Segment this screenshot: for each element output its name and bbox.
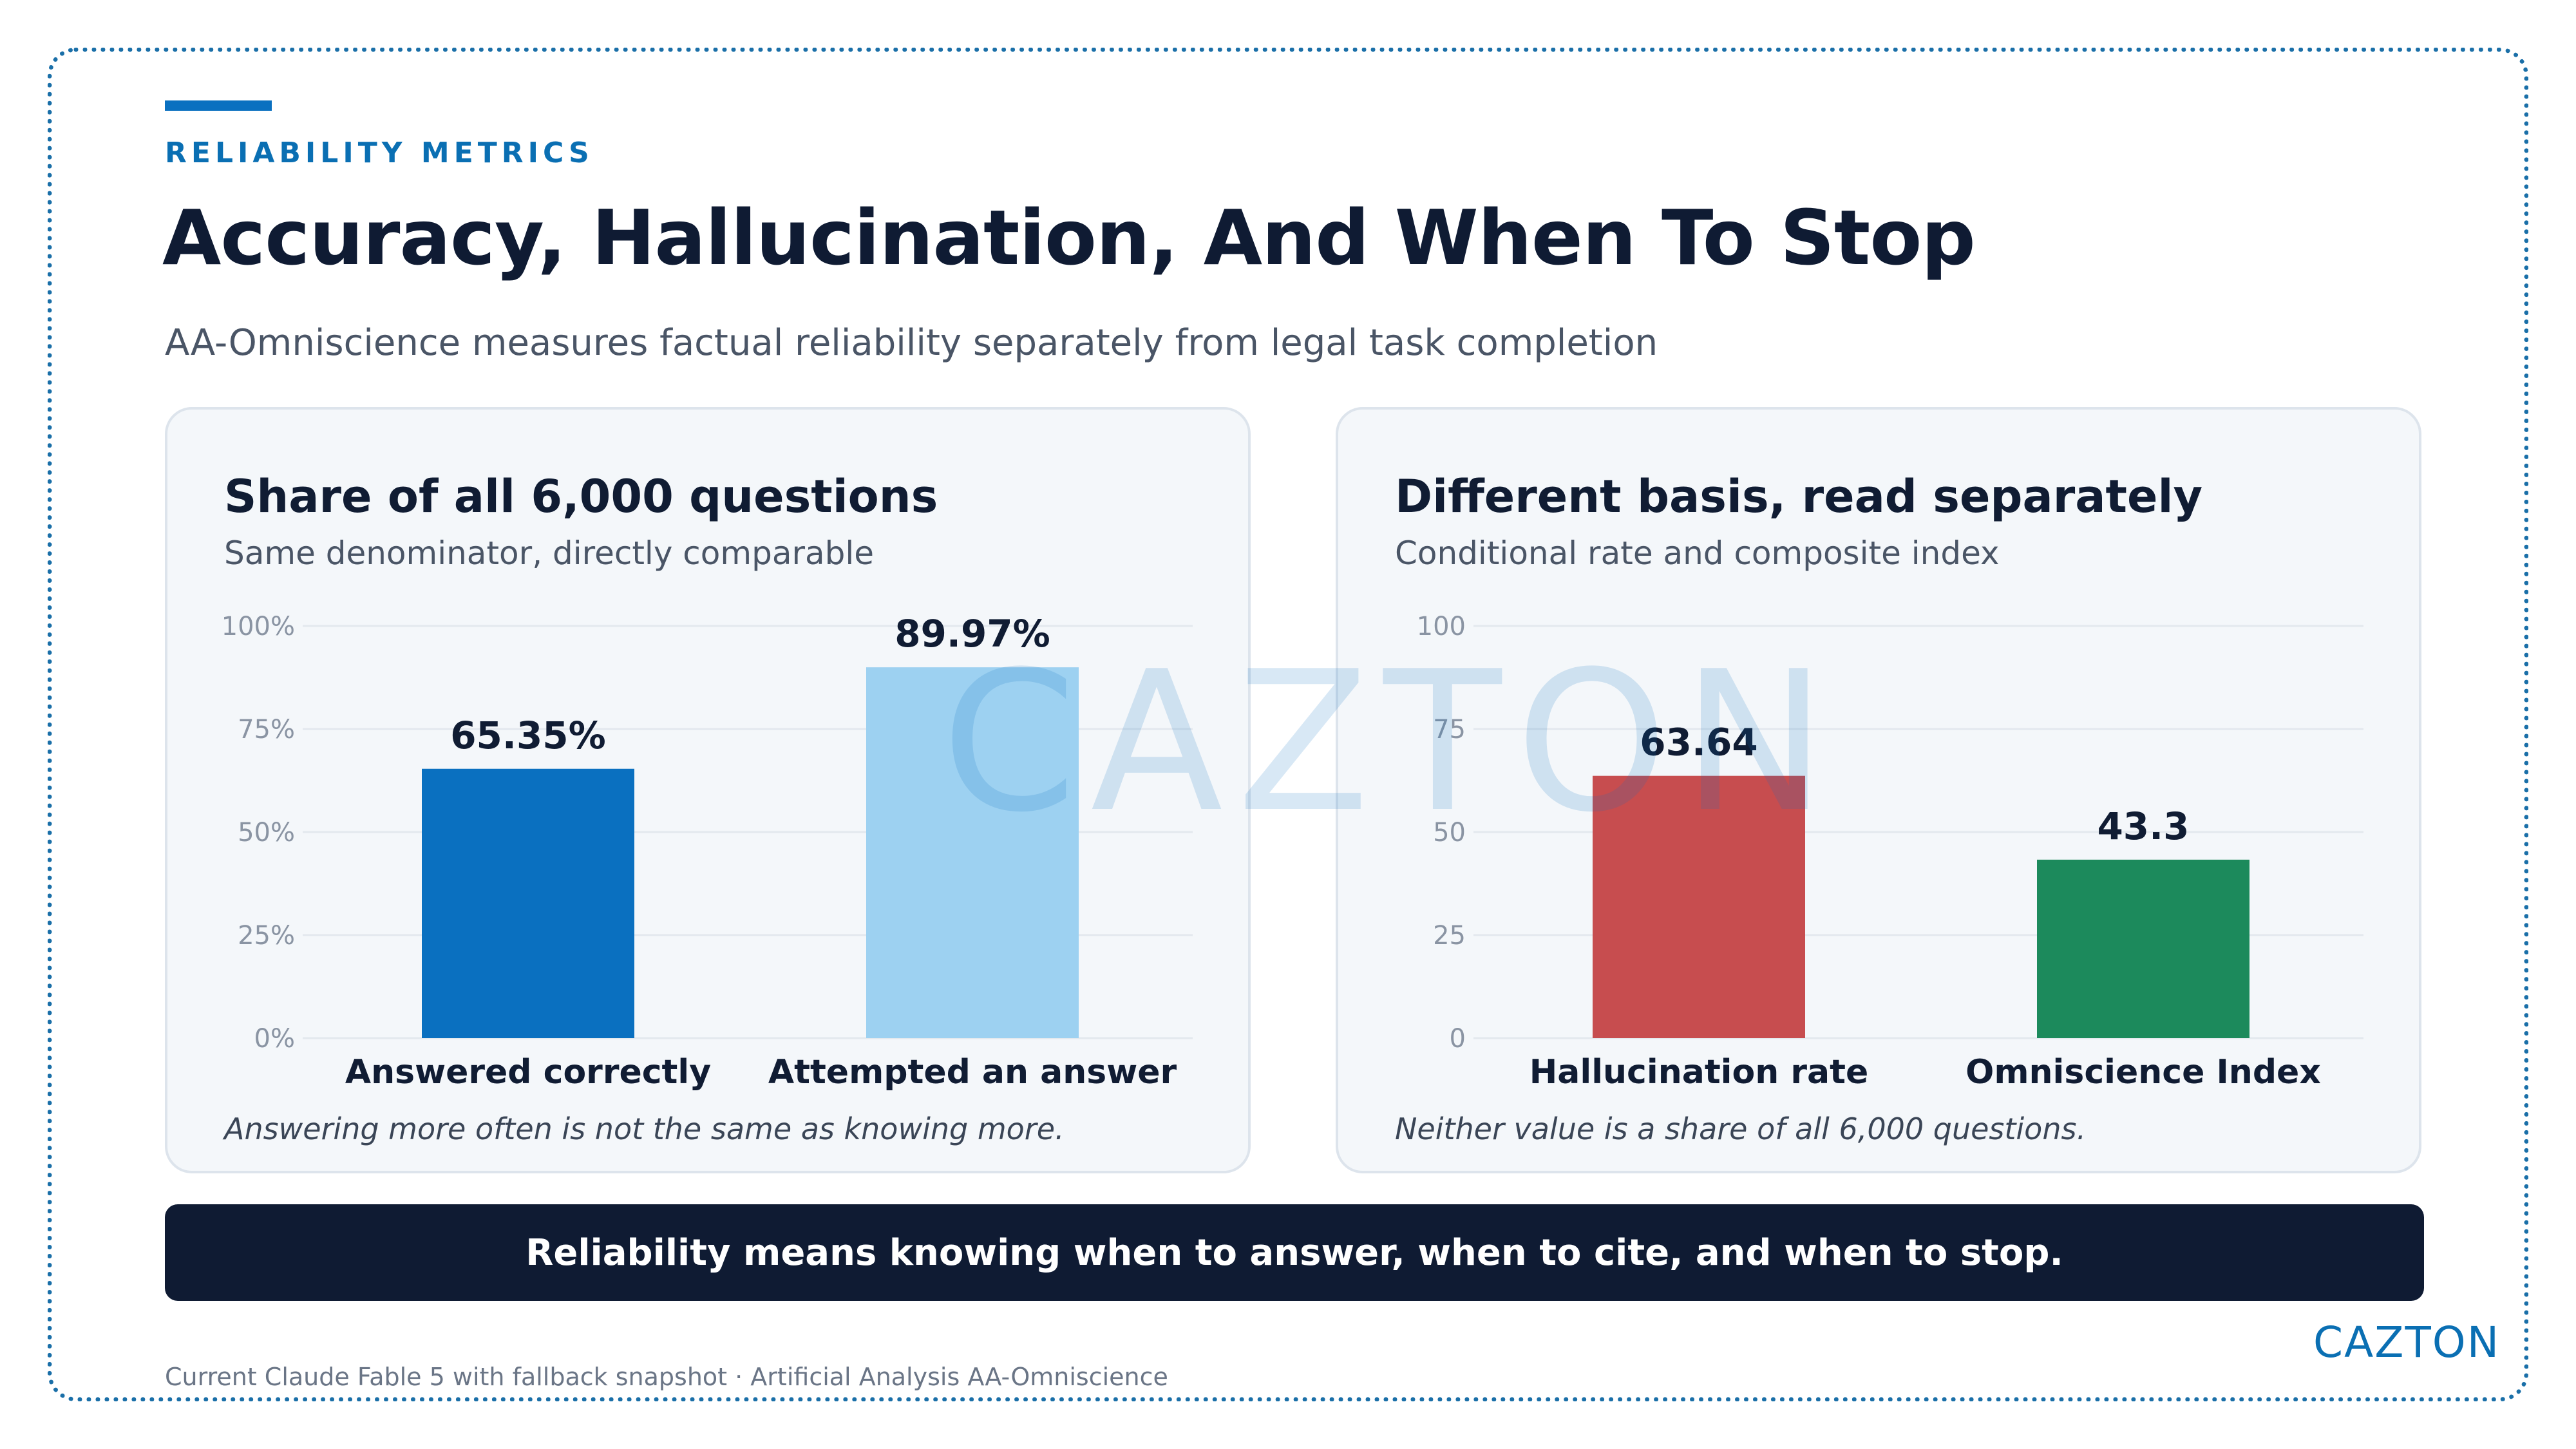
panel-note: Neither value is a share of all 6,000 qu… — [1395, 1112, 2087, 1146]
y-tick-label: 50 — [1433, 818, 1466, 848]
bar — [422, 768, 634, 1038]
x-tick-label: Hallucination rate — [1530, 1053, 1868, 1092]
y-tick-label: 75 — [1433, 715, 1466, 744]
panel-title: Share of all 6,000 questions — [224, 470, 938, 523]
panel-title: Different basis, read separately — [1395, 470, 2203, 523]
data-label: 65.35% — [450, 714, 606, 757]
slide-frame — [48, 48, 2528, 1401]
page-subtitle: AA-Omniscience measures factual reliabil… — [165, 322, 1658, 364]
x-tick-label: Answered correctly — [345, 1053, 711, 1092]
x-tick-label: Omniscience Index — [1965, 1053, 2321, 1092]
page-title: Accuracy, Hallucination, And When To Sto… — [162, 193, 1976, 282]
data-label: 43.3 — [2097, 804, 2189, 848]
x-tick-label: Attempted an answer — [768, 1053, 1177, 1092]
bar — [1593, 775, 1805, 1038]
y-tick-label: 75% — [238, 715, 295, 744]
brand-logo: CAZTON — [2313, 1318, 2501, 1367]
bar-chart-share: 0% 25% 50% 75% 100% 65.35% Answered correctly 8… — [222, 612, 1193, 1092]
accent-bar — [165, 100, 272, 111]
y-tick-label: 100 — [1417, 612, 1466, 641]
y-tick-label: 25 — [1433, 921, 1466, 951]
eyebrow-label: RELIABILITY METRICS — [165, 137, 594, 169]
y-tick-label: 25% — [238, 921, 295, 951]
banner-text: Reliability means knowing when to answer… — [526, 1231, 2063, 1274]
bar-chart-basis: 0 25 50 75 100 63.64 Hallucination rate 43.3 Omn… — [1417, 612, 2363, 1092]
y-tick-label: 0 — [1450, 1024, 1466, 1054]
y-tick-label: 0% — [254, 1024, 295, 1054]
chart-panel-right: Different basis, read separately Conditi… — [1336, 407, 2421, 1173]
panel-note: Answering more often is not the same as … — [224, 1112, 1065, 1146]
data-label: 89.97% — [895, 612, 1050, 656]
source-footnote: Current Claude Fable 5 with fallback sna… — [165, 1363, 1168, 1391]
y-tick-label: 100% — [222, 612, 295, 641]
takeaway-banner: Reliability means knowing when to answer… — [165, 1204, 2424, 1301]
bar — [866, 667, 1079, 1038]
data-label: 63.64 — [1640, 721, 1757, 764]
chart-panel-left: Share of all 6,000 questions Same denomi… — [165, 407, 1251, 1173]
panel-subtitle: Conditional rate and composite index — [1395, 535, 2000, 572]
bar — [2037, 859, 2249, 1038]
y-tick-label: 50% — [238, 818, 295, 848]
panel-subtitle: Same denominator, directly comparable — [224, 535, 875, 572]
